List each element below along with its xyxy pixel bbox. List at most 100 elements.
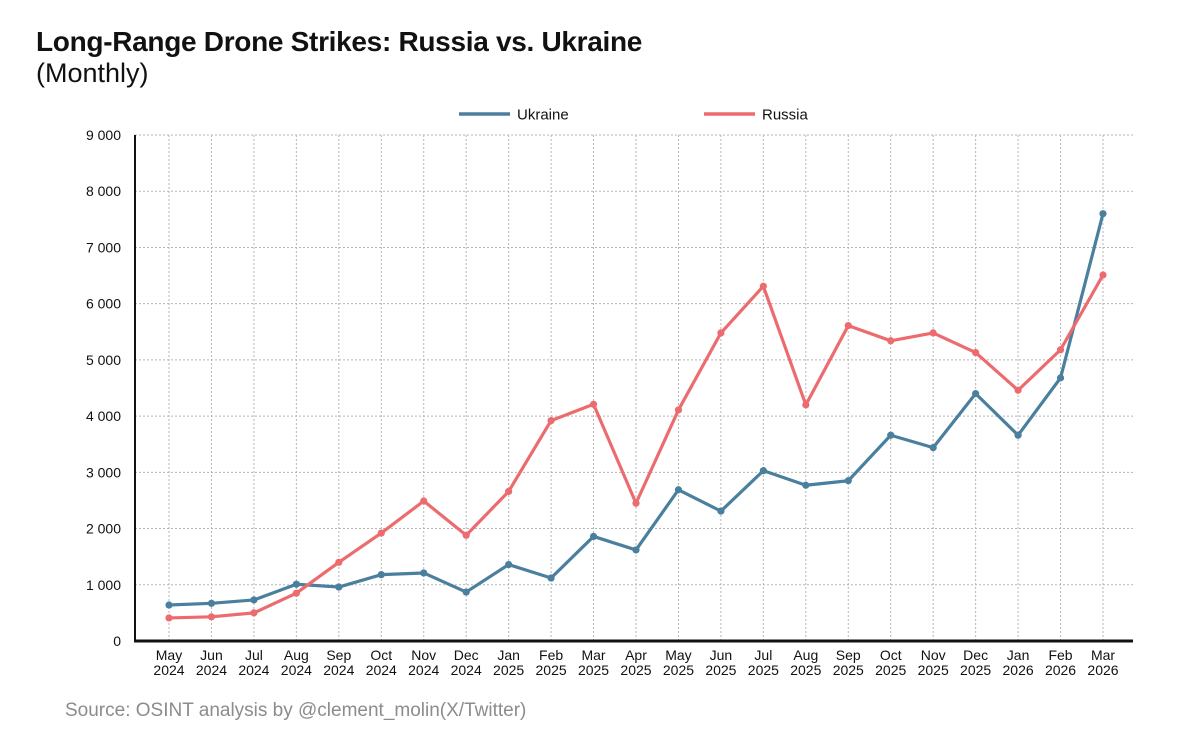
data-point-ukraine bbox=[505, 560, 513, 569]
x-tick-label-month: Mar bbox=[1091, 647, 1115, 663]
data-point-russia bbox=[1056, 346, 1065, 354]
x-tick-label-month: Jun bbox=[710, 647, 733, 663]
data-point-ukraine bbox=[420, 569, 428, 577]
data-point-ukraine bbox=[292, 580, 300, 588]
data-point-ukraine bbox=[972, 390, 980, 398]
y-tick-label: 2 000 bbox=[86, 521, 121, 537]
data-point-russia bbox=[802, 401, 810, 409]
x-tick-label-year: 2024 bbox=[323, 662, 354, 678]
data-point-russia bbox=[1014, 386, 1022, 394]
data-point-ukraine bbox=[335, 583, 343, 591]
x-tick-label-month: Sep bbox=[836, 647, 861, 663]
data-point-ukraine bbox=[632, 546, 640, 554]
data-point-russia bbox=[674, 406, 683, 414]
data-point-russia bbox=[887, 337, 895, 345]
series-layer bbox=[165, 210, 1107, 622]
data-point-ukraine bbox=[674, 486, 683, 494]
data-point-russia bbox=[420, 497, 428, 505]
x-tick-label-year: 2025 bbox=[918, 662, 949, 678]
series-line-russia bbox=[167, 273, 1105, 620]
x-tick-label-year: 2025 bbox=[663, 662, 694, 678]
data-point-russia bbox=[335, 558, 343, 566]
data-point-ukraine bbox=[759, 467, 767, 475]
y-tick-label: 0 bbox=[113, 633, 121, 649]
data-point-russia bbox=[505, 487, 513, 496]
x-tick-label-month: Jan bbox=[497, 647, 520, 663]
x-tick-label-year: 2025 bbox=[620, 662, 651, 678]
x-tick-label-month: Nov bbox=[921, 647, 946, 663]
data-point-ukraine bbox=[1099, 210, 1107, 218]
x-tick-label-month: Dec bbox=[963, 647, 988, 663]
data-point-ukraine bbox=[250, 596, 258, 604]
x-tick-label-month: Jul bbox=[245, 647, 263, 663]
x-tick-label-year: 2025 bbox=[833, 662, 864, 678]
data-point-russia bbox=[844, 321, 852, 330]
x-tick-label-month: Feb bbox=[1048, 647, 1072, 663]
y-axis-ticks: 0 1 000 2 000 3 000 4 000 5 000 6 000 7 000 8 00… bbox=[86, 127, 121, 649]
data-point-russia bbox=[717, 329, 725, 337]
data-point-russia bbox=[1099, 271, 1107, 279]
x-tick-label-year: 2024 bbox=[196, 662, 227, 678]
y-tick-label: 1 000 bbox=[86, 577, 121, 593]
x-tick-label-month: Jan bbox=[1007, 647, 1030, 663]
data-point-ukraine bbox=[589, 532, 598, 541]
x-tick-label-month: May bbox=[156, 647, 182, 663]
y-tick-label: 4 000 bbox=[86, 408, 121, 424]
x-tick-label-year: 2025 bbox=[875, 662, 906, 678]
data-point-russia bbox=[632, 499, 640, 507]
x-tick-label-year: 2024 bbox=[451, 662, 482, 678]
x-tick-label-month: Feb bbox=[539, 647, 563, 663]
axes bbox=[134, 135, 1133, 643]
data-point-ukraine bbox=[844, 477, 852, 485]
x-tick-label-year: 2026 bbox=[1087, 662, 1118, 678]
x-tick-label-year: 2024 bbox=[281, 662, 312, 678]
data-point-russia bbox=[292, 589, 300, 597]
x-axis-ticks: May2024Jun2024Jul2024Aug2024Sep2024Oct20… bbox=[153, 647, 1118, 678]
x-tick-label-month: Nov bbox=[411, 647, 436, 663]
data-point-russia bbox=[250, 609, 258, 617]
y-tick-label: 3 000 bbox=[86, 464, 121, 480]
x-tick-label-year: 2025 bbox=[578, 662, 609, 678]
x-tick-label-month: Oct bbox=[880, 647, 902, 663]
data-point-russia bbox=[165, 614, 173, 622]
data-point-russia bbox=[462, 531, 470, 539]
y-tick-label: 8 000 bbox=[86, 183, 121, 199]
data-point-ukraine bbox=[547, 574, 555, 582]
x-tick-label-year: 2024 bbox=[408, 662, 439, 678]
data-point-ukraine bbox=[717, 507, 725, 515]
x-tick-label-year: 2024 bbox=[153, 662, 184, 678]
x-tick-label-year: 2025 bbox=[536, 662, 567, 678]
data-point-russia bbox=[377, 529, 385, 537]
x-tick-label-month: Jun bbox=[200, 647, 223, 663]
x-tick-label-month: Aug bbox=[284, 647, 309, 663]
data-point-russia bbox=[929, 329, 937, 337]
x-tick-label-year: 2025 bbox=[705, 662, 736, 678]
data-point-ukraine bbox=[1014, 431, 1022, 439]
x-tick-label-year: 2026 bbox=[1045, 662, 1076, 678]
data-point-ukraine bbox=[207, 599, 216, 607]
x-tick-label-year: 2025 bbox=[790, 662, 821, 678]
x-tick-label-month: Dec bbox=[454, 647, 479, 663]
data-point-ukraine bbox=[929, 443, 937, 452]
y-tick-label: 7 000 bbox=[86, 239, 121, 255]
legend-label-russia: Russia bbox=[762, 107, 809, 124]
source-note: Source: OSINT analysis by @clement_molin… bbox=[65, 700, 527, 721]
y-tick-label: 6 000 bbox=[86, 296, 121, 312]
data-point-ukraine bbox=[462, 588, 470, 596]
legend: Ukraine Russia bbox=[459, 107, 809, 124]
grid bbox=[135, 134, 1133, 641]
data-point-ukraine bbox=[802, 481, 810, 489]
x-tick-label-year: 2024 bbox=[238, 662, 269, 678]
x-tick-label-month: Sep bbox=[326, 647, 351, 663]
data-point-russia bbox=[547, 417, 555, 425]
legend-label-ukraine: Ukraine bbox=[517, 107, 569, 124]
x-tick-label-year: 2026 bbox=[1003, 662, 1034, 678]
data-point-russia bbox=[759, 282, 767, 290]
chart-subtitle: (Monthly) bbox=[36, 58, 149, 88]
chart-title: Long-Range Drone Strikes: Russia vs. Ukr… bbox=[36, 26, 643, 57]
x-tick-label-year: 2025 bbox=[960, 662, 991, 678]
x-tick-label-year: 2024 bbox=[366, 662, 397, 678]
data-point-ukraine bbox=[377, 571, 385, 579]
y-tick-label: 9 000 bbox=[86, 127, 121, 143]
data-point-russia bbox=[207, 613, 216, 621]
